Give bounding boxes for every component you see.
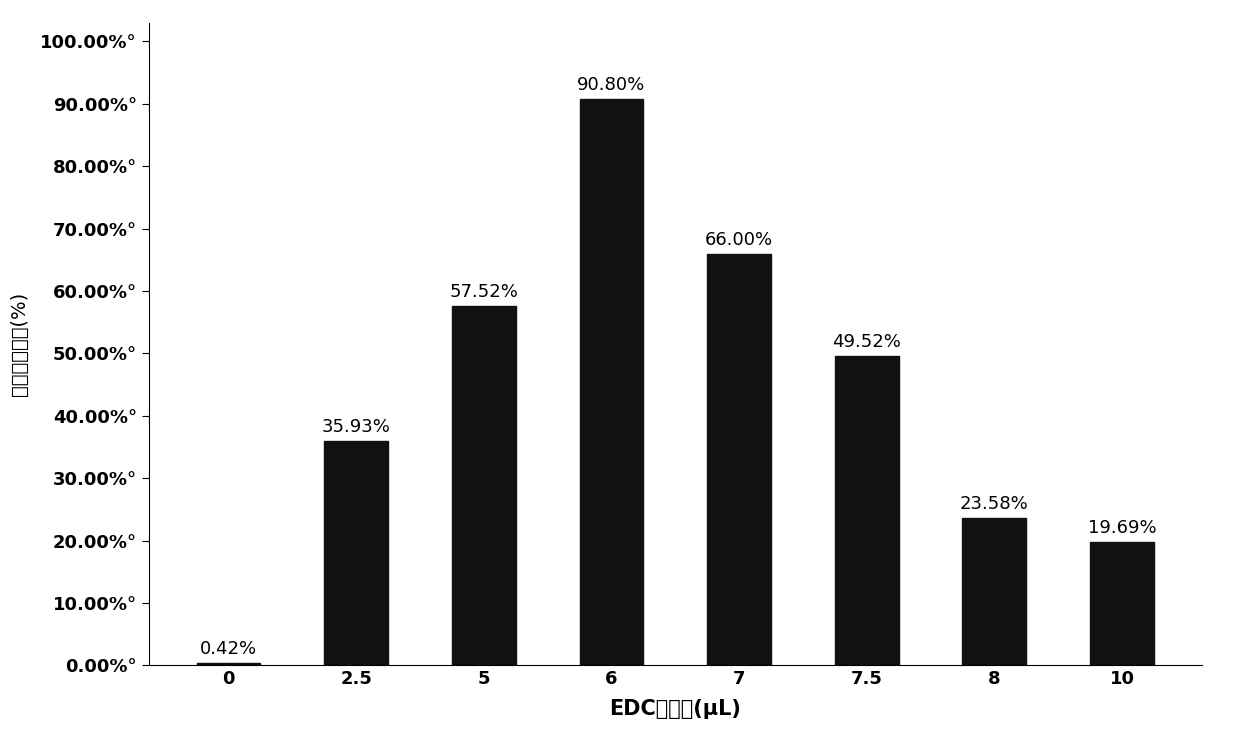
Text: 66.00%: 66.00% [705,231,773,249]
Bar [325,441,388,665]
Bar [1090,543,1154,665]
Bar [963,518,1026,665]
Text: 23.58%: 23.58% [960,495,1028,513]
Bar [835,356,898,665]
Bar [580,99,643,665]
Text: 90.80%: 90.80% [577,76,646,94]
Text: 49.52%: 49.52% [833,333,901,352]
Text: 57.52%: 57.52% [450,284,518,302]
Bar [707,253,771,665]
Text: 35.93%: 35.93% [322,418,390,436]
Bar [197,663,260,665]
X-axis label: EDC添加量(μL): EDC添加量(μL) [610,699,741,719]
Text: 19.69%: 19.69% [1088,519,1156,538]
Text: 0.42%: 0.42% [199,640,256,658]
Y-axis label: 拓体偶联效率(%): 拓体偶联效率(%) [10,292,30,396]
Bar [452,306,515,665]
